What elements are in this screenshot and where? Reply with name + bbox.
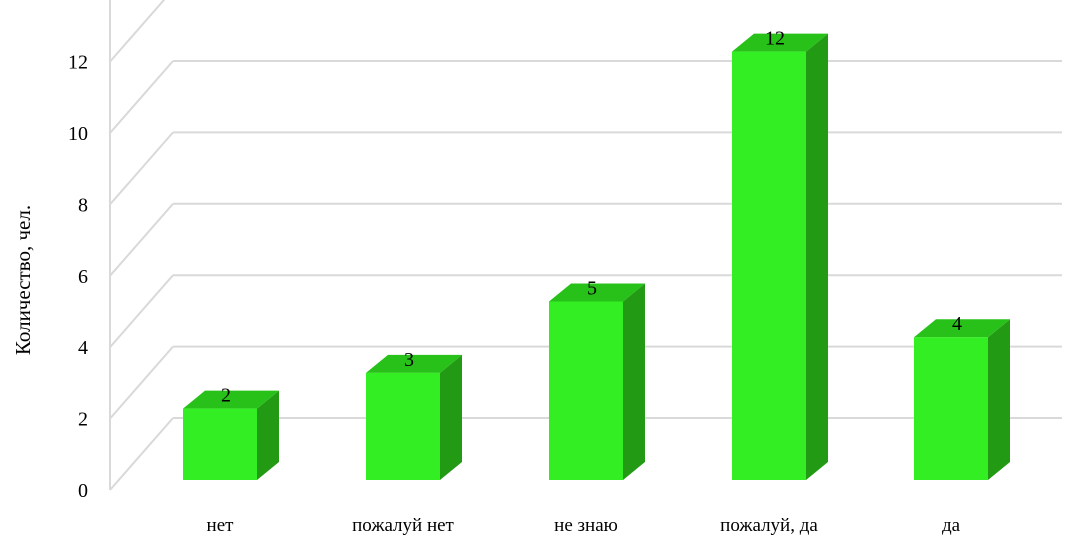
y-tick-label: 8 — [78, 194, 88, 216]
y-tick-label: 2 — [78, 409, 88, 431]
x-category-label: да — [942, 515, 961, 535]
bar-side — [257, 390, 279, 480]
x-category-label: пожалуй нет — [352, 515, 454, 535]
bar-side — [623, 283, 645, 480]
bars — [183, 33, 1010, 480]
bar — [366, 372, 440, 480]
data-label: 12 — [765, 28, 785, 50]
bar — [732, 51, 806, 480]
bar-side — [440, 354, 462, 480]
bar-side — [988, 319, 1010, 480]
y-tick-label: 4 — [78, 337, 88, 359]
bar-top — [732, 33, 828, 52]
y-axis-ticks: 0 2 4 6 8 10 12 — [68, 52, 88, 502]
x-category-label: не знаю — [554, 515, 618, 535]
bar — [183, 408, 257, 480]
gridline-depth — [109, 345, 174, 420]
bar-top — [914, 319, 1010, 338]
bar-top — [366, 354, 462, 373]
data-labels: 2 3 5 12 4 — [221, 28, 962, 407]
y-tick-label: 10 — [68, 123, 88, 145]
gridline-depth — [109, 274, 174, 348]
gridline-depth — [109, 417, 174, 491]
data-label: 2 — [221, 385, 231, 407]
bar — [549, 301, 623, 480]
x-category-label: пожалуй, да — [720, 515, 818, 535]
gridlines — [109, 0, 1062, 491]
y-axis-title: Количество, чел. — [11, 205, 35, 355]
data-label: 5 — [587, 278, 597, 300]
data-label: 4 — [952, 313, 962, 335]
bar — [914, 337, 988, 480]
x-category-label: нет — [207, 515, 235, 535]
bar-side — [806, 33, 828, 480]
bar-top — [549, 283, 645, 302]
gridline-depth — [109, 60, 174, 134]
gridline-depth — [109, 0, 166, 63]
y-tick-label: 0 — [78, 480, 88, 502]
gridline-depth — [109, 203, 174, 277]
y-tick-label: 12 — [68, 52, 88, 74]
gridline-depth — [109, 131, 174, 206]
data-label: 3 — [404, 349, 414, 371]
bar-top — [183, 390, 279, 409]
y-tick-label: 6 — [78, 266, 88, 288]
x-axis-categories: нет пожалуй нет не знаю пожалуй, да да — [207, 515, 961, 535]
